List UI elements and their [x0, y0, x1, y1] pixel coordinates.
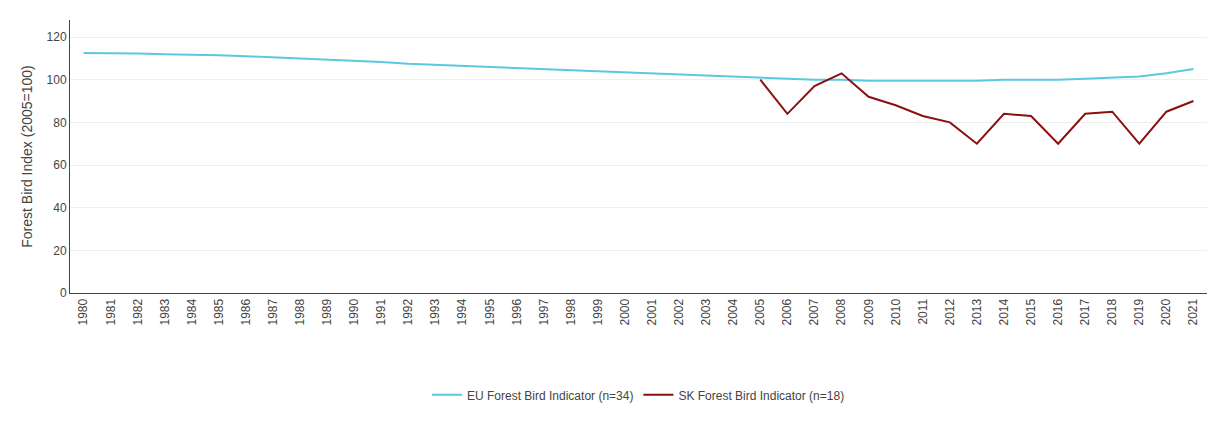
svg-text:1988: 1988	[293, 298, 307, 325]
svg-text:1984: 1984	[185, 298, 199, 325]
svg-text:2006: 2006	[780, 298, 794, 325]
svg-text:0: 0	[60, 286, 67, 300]
svg-text:20: 20	[53, 244, 67, 258]
svg-text:1985: 1985	[212, 298, 226, 325]
svg-text:2021: 2021	[1186, 298, 1200, 325]
svg-text:EU Forest Bird Indicator (n=34: EU Forest Bird Indicator (n=34)	[467, 389, 633, 403]
svg-text:1981: 1981	[104, 298, 118, 325]
svg-text:2012: 2012	[943, 298, 957, 325]
svg-text:1991: 1991	[374, 298, 388, 325]
svg-text:1982: 1982	[131, 298, 145, 325]
svg-text:2008: 2008	[834, 298, 848, 325]
svg-text:60: 60	[53, 158, 67, 172]
svg-text:1994: 1994	[455, 298, 469, 325]
svg-text:2019: 2019	[1132, 298, 1146, 325]
svg-text:SK Forest Bird Indicator (n=18: SK Forest Bird Indicator (n=18)	[678, 389, 844, 403]
svg-text:1987: 1987	[266, 298, 280, 325]
svg-text:2014: 2014	[997, 298, 1011, 325]
svg-text:2005: 2005	[753, 298, 767, 325]
svg-text:1998: 1998	[564, 298, 578, 325]
svg-text:1990: 1990	[347, 298, 361, 325]
svg-text:2018: 2018	[1105, 298, 1119, 325]
svg-text:1996: 1996	[510, 298, 524, 325]
svg-text:1992: 1992	[401, 298, 415, 325]
svg-text:120: 120	[47, 30, 67, 44]
svg-text:2020: 2020	[1159, 298, 1173, 325]
svg-text:2013: 2013	[970, 298, 984, 325]
svg-text:2016: 2016	[1051, 298, 1065, 325]
svg-text:1995: 1995	[483, 298, 497, 325]
svg-text:2010: 2010	[889, 298, 903, 325]
svg-text:1997: 1997	[537, 298, 551, 325]
svg-text:1986: 1986	[239, 298, 253, 325]
svg-text:2003: 2003	[699, 298, 713, 325]
svg-text:1980: 1980	[76, 298, 90, 325]
svg-text:2009: 2009	[862, 298, 876, 325]
svg-text:1999: 1999	[591, 298, 605, 325]
svg-text:2011: 2011	[916, 298, 930, 324]
svg-text:2001: 2001	[645, 298, 659, 325]
svg-text:100: 100	[47, 73, 67, 87]
svg-text:2004: 2004	[726, 298, 740, 325]
svg-text:1983: 1983	[158, 298, 172, 325]
svg-text:Forest Bird Index (2005=100): Forest Bird Index (2005=100)	[19, 65, 35, 248]
svg-text:2007: 2007	[807, 298, 821, 325]
svg-text:1989: 1989	[320, 298, 334, 325]
svg-text:2000: 2000	[618, 298, 632, 325]
svg-text:80: 80	[53, 116, 67, 130]
svg-text:40: 40	[53, 201, 67, 215]
svg-text:2017: 2017	[1078, 298, 1092, 325]
svg-text:2002: 2002	[672, 298, 686, 325]
svg-text:2015: 2015	[1024, 298, 1038, 325]
svg-text:1993: 1993	[428, 298, 442, 325]
